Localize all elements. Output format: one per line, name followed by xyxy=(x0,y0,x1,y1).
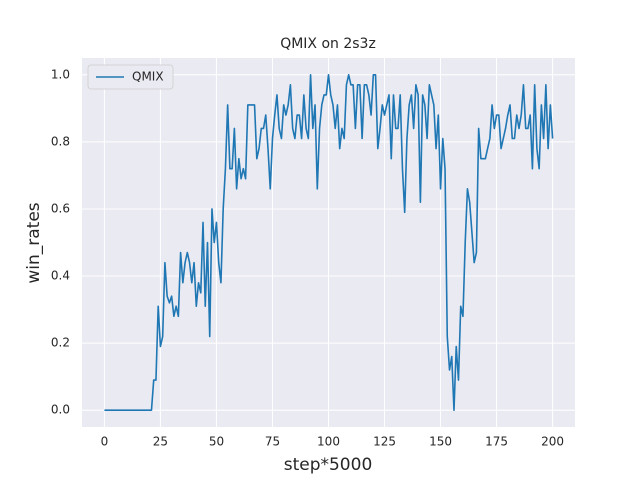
x-tick-label: 0 xyxy=(101,435,109,449)
y-tick-label: 0.4 xyxy=(51,269,70,283)
x-tick-label: 125 xyxy=(373,435,396,449)
x-tick-label: 75 xyxy=(265,435,280,449)
x-tick-label: 25 xyxy=(153,435,168,449)
y-tick-label: 0.8 xyxy=(51,134,70,148)
x-tick-label: 50 xyxy=(209,435,224,449)
y-tick-label: 1.0 xyxy=(51,67,70,81)
x-tick-label: 175 xyxy=(485,435,508,449)
y-axis-label: win_rates xyxy=(24,202,44,283)
y-tick-label: 0.0 xyxy=(51,403,70,417)
y-tick-label: 0.6 xyxy=(51,201,70,215)
x-tick-label: 200 xyxy=(541,435,564,449)
legend-box xyxy=(87,64,174,90)
x-tick-label: 150 xyxy=(429,435,452,449)
data-line xyxy=(104,73,554,412)
legend-label: QMIX xyxy=(132,70,164,84)
y-tick-label: 0.2 xyxy=(51,336,70,350)
chart-title: QMIX on 2s3z xyxy=(280,36,376,52)
x-tick-label: 100 xyxy=(317,435,340,449)
x-axis-label: step*5000 xyxy=(284,455,373,475)
